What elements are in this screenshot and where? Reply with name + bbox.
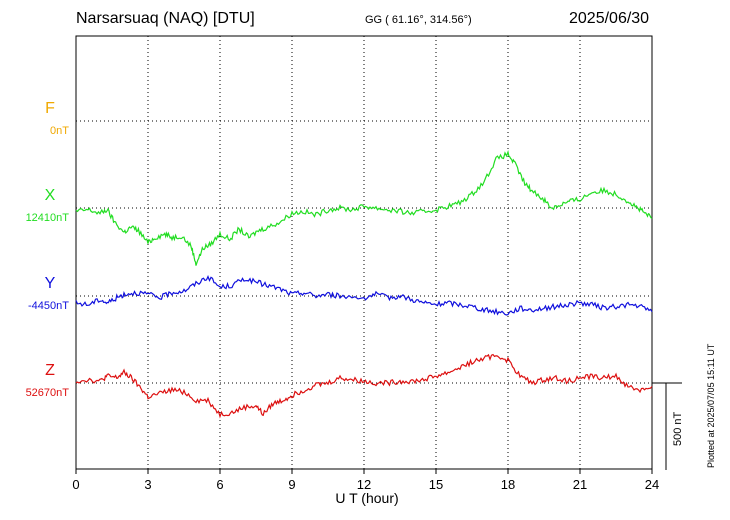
x-tick-label: 0 <box>72 477 79 492</box>
series-line-y <box>75 275 653 316</box>
x-tick-label: 21 <box>573 477 587 492</box>
series-labels: F 0nT X 12410nT Y -4450nT Z 52670nT <box>26 100 70 399</box>
x-axis-ticks: 0 3 6 9 12 15 18 21 24 <box>72 469 659 492</box>
x-axis-label: U T (hour) <box>335 490 398 506</box>
series-line-x <box>75 150 653 266</box>
x-tick-label: 24 <box>645 477 659 492</box>
series-baseline-z: 52670nT <box>26 387 70 399</box>
x-tick-label: 3 <box>144 477 151 492</box>
series-name-y: Y <box>45 275 56 292</box>
series-baseline-f: 0nT <box>50 125 69 137</box>
x-tick-label: 6 <box>216 477 223 492</box>
plotted-timestamp: Plotted at 2025/07/05 15:11 UT <box>706 343 716 468</box>
x-tick-label: 9 <box>288 477 295 492</box>
grid-lines <box>76 36 652 469</box>
chart-date: 2025/06/30 <box>569 10 650 27</box>
x-tick-label: 15 <box>429 477 443 492</box>
series-baseline-y: -4450nT <box>28 300 69 312</box>
series-baseline-x: 12410nT <box>26 212 70 224</box>
scale-bar <box>652 382 682 470</box>
series-name-f: F <box>45 100 55 117</box>
series-name-x: X <box>45 187 56 204</box>
series-layer <box>75 150 653 419</box>
series-name-z: Z <box>45 362 55 379</box>
station-coordinates: GG ( 61.16°, 314.56°) <box>365 14 472 26</box>
x-tick-label: 18 <box>501 477 515 492</box>
scale-bar-label: 500 nT <box>672 411 684 446</box>
x-tick-label: 12 <box>357 477 371 492</box>
station-title: Narsarsuaq (NAQ) [DTU] <box>76 10 255 27</box>
series-line-z <box>75 353 653 419</box>
